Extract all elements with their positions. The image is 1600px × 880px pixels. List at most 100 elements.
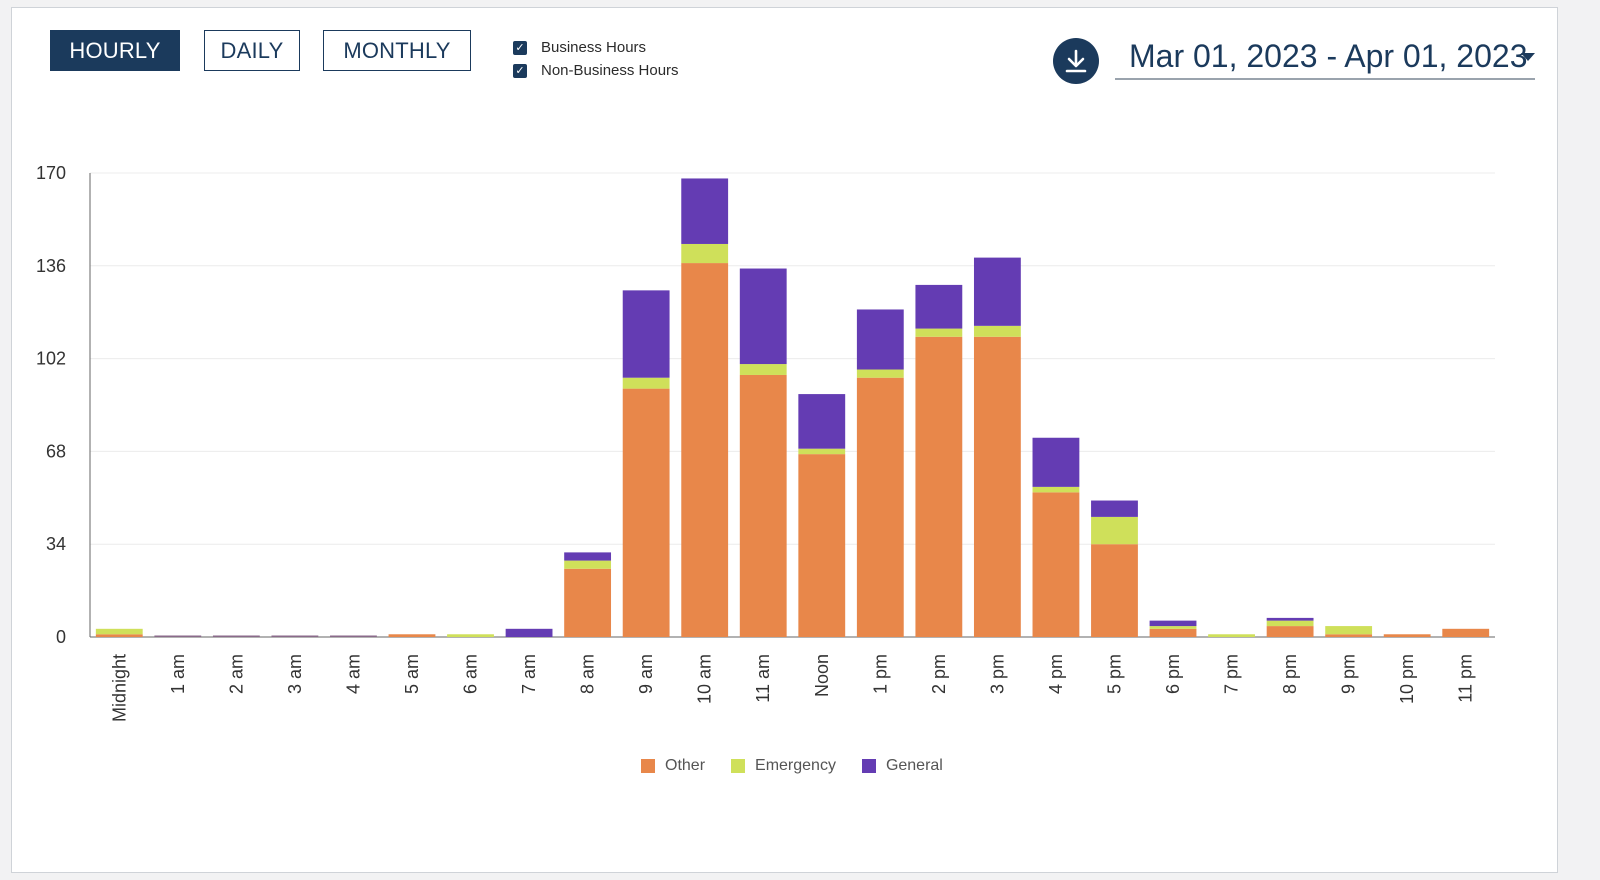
legend-item-general: General: [861, 757, 943, 775]
bar-emergency: [564, 560, 612, 569]
bar-general: [1149, 620, 1197, 627]
bar-general: [1091, 500, 1138, 517]
bar-other: [1442, 628, 1490, 637]
chart-legend: Other Emergency General: [641, 757, 969, 775]
bar-baseline: [212, 635, 260, 637]
bar-general: [798, 394, 846, 449]
bar-other: [973, 336, 1021, 637]
legend-label-emergency: Emergency: [755, 757, 836, 774]
business-hours-label: Business Hours: [541, 39, 647, 56]
bar-general: [856, 309, 904, 370]
bar-emergency: [1091, 516, 1138, 545]
y-tick-label: 102: [36, 349, 66, 369]
legend-label-general: General: [885, 757, 943, 774]
bar-general: [681, 178, 729, 244]
bar-emergency: [798, 448, 846, 455]
bar-general: [564, 552, 612, 561]
x-tick-label: 10 pm: [1397, 654, 1417, 704]
checkbox-checked-icon[interactable]: ✓: [513, 40, 527, 55]
bar-baseline: [330, 635, 377, 637]
non-business-hours-filter[interactable]: ✓ Non-Business Hours: [513, 62, 679, 79]
x-tick-label: Noon: [812, 654, 832, 697]
bar-emergency: [447, 634, 494, 637]
bar-general: [915, 284, 963, 329]
x-tick-label: 4 pm: [1046, 654, 1066, 694]
non-business-hours-label: Non-Business Hours: [541, 62, 679, 79]
legend-swatch-emergency: [731, 759, 746, 773]
bar-other: [388, 634, 436, 637]
x-tick-label: 3 am: [285, 654, 305, 694]
bar-emergency: [95, 628, 143, 635]
bar-other: [681, 263, 729, 637]
x-tick-label: Midnight: [109, 654, 129, 722]
bar-other: [1091, 544, 1138, 637]
bar-general: [622, 290, 670, 378]
caret-down-icon: [1521, 53, 1535, 61]
bar-other: [1383, 634, 1431, 637]
legend-swatch-general: [861, 759, 876, 773]
bar-other: [798, 454, 846, 637]
x-tick-label: 7 pm: [1222, 654, 1242, 694]
bar-other: [622, 388, 670, 637]
legend-item-emergency: Emergency: [731, 757, 836, 775]
date-range-dropdown[interactable]: Mar 01, 2023 - Apr 01, 2023: [1115, 28, 1535, 80]
legend-label-other: Other: [665, 757, 706, 774]
bar-emergency: [622, 377, 670, 389]
bar-other: [564, 568, 612, 637]
x-tick-label: 10 am: [695, 654, 715, 704]
bar-general: [505, 628, 553, 637]
bar-general: [973, 257, 1021, 326]
legend-item-other: Other: [641, 757, 705, 775]
y-tick-label: 68: [46, 441, 66, 461]
x-tick-label: 6 pm: [1163, 654, 1183, 694]
x-tick-label: 8 am: [578, 654, 598, 694]
bar-general: [739, 268, 787, 365]
bar-emergency: [973, 325, 1021, 337]
x-tick-label: 5 pm: [1104, 654, 1124, 694]
x-tick-label: 4 am: [343, 654, 363, 694]
x-tick-label: 9 am: [636, 654, 656, 694]
bar-emergency: [739, 364, 787, 375]
bar-emergency: [915, 328, 963, 337]
x-tick-label: 11 am: [753, 654, 773, 703]
y-tick-label: 34: [46, 534, 66, 554]
bar-emergency: [1149, 626, 1197, 629]
hourly-button[interactable]: HOURLY: [50, 30, 180, 71]
bar-emergency: [1032, 486, 1080, 493]
monthly-button[interactable]: MONTHLY: [323, 30, 471, 71]
bar-emergency: [856, 369, 904, 378]
bar-general: [1032, 437, 1080, 487]
x-tick-label: 2 am: [226, 654, 246, 694]
y-tick-label: 136: [36, 256, 66, 276]
x-tick-label: 1 pm: [870, 654, 890, 694]
download-icon: [1065, 49, 1087, 73]
bar-other: [1149, 628, 1197, 637]
y-tick-label: 0: [56, 627, 66, 647]
bar-other: [95, 634, 143, 637]
legend-swatch-other: [641, 759, 655, 773]
x-tick-label: 6 am: [461, 654, 481, 694]
bar-other: [739, 374, 787, 637]
x-tick-label: 11 pm: [1456, 654, 1476, 703]
bar-emergency: [681, 243, 729, 264]
y-tick-label: 170: [36, 163, 66, 183]
x-tick-label: 3 pm: [987, 654, 1007, 694]
bar-baseline: [271, 635, 319, 637]
bar-other: [1266, 626, 1314, 637]
business-hours-filter[interactable]: ✓ Business Hours: [513, 39, 646, 56]
bar-other: [1032, 492, 1080, 637]
download-button[interactable]: [1053, 38, 1099, 84]
x-tick-label: 1 am: [168, 654, 188, 694]
bar-other: [915, 336, 963, 637]
bar-other: [856, 377, 904, 637]
x-tick-label: 8 pm: [1280, 654, 1300, 694]
checkbox-checked-icon[interactable]: ✓: [513, 63, 527, 78]
bar-baseline: [154, 635, 202, 637]
bar-emergency: [1208, 634, 1255, 637]
daily-button[interactable]: DAILY: [204, 30, 300, 71]
bar-emergency: [1266, 620, 1314, 627]
x-tick-label: 2 pm: [929, 654, 949, 694]
x-tick-label: 5 am: [402, 654, 422, 694]
bar-general: [1266, 617, 1314, 621]
